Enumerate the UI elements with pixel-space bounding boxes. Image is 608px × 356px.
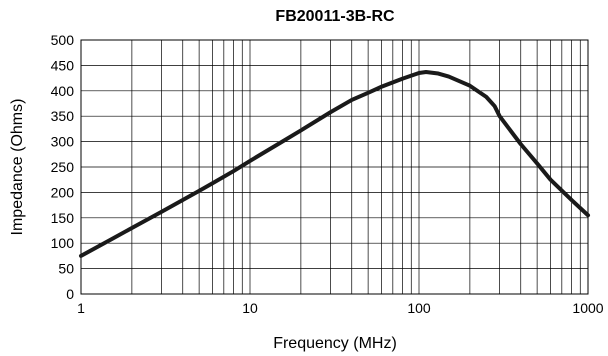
y-tick-label: 100 [51,235,75,251]
x-tick-labels: 1 10 100 1000 [77,300,604,316]
y-tick-label: 500 [51,32,75,48]
y-tick-label: 0 [66,286,74,302]
y-tick-label: 200 [51,184,75,200]
plot-frame [80,39,589,295]
x-tick-label: 1 [77,300,85,316]
y-tick-label: 250 [51,159,75,175]
x-tick-label: 10 [242,300,258,316]
y-tick-label: 300 [51,134,75,150]
grid-lines [80,39,589,295]
x-tick-label: 1000 [572,300,603,316]
y-tick-label: 50 [58,261,74,277]
chart-title: FB20011-3B-RC [275,8,395,25]
y-tick-label: 350 [51,108,75,124]
x-axis-label: Frequency (MHz) [273,335,397,352]
x-tick-label: 100 [407,300,431,316]
y-tick-label: 150 [51,210,75,226]
y-axis-label: Impedance (Ohms) [9,99,26,236]
y-tick-label: 450 [51,57,75,73]
impedance-curve [79,70,590,258]
y-tick-labels: 0 50 100 150 200 250 300 350 400 450 500 [51,32,75,302]
y-tick-label: 400 [51,83,75,99]
